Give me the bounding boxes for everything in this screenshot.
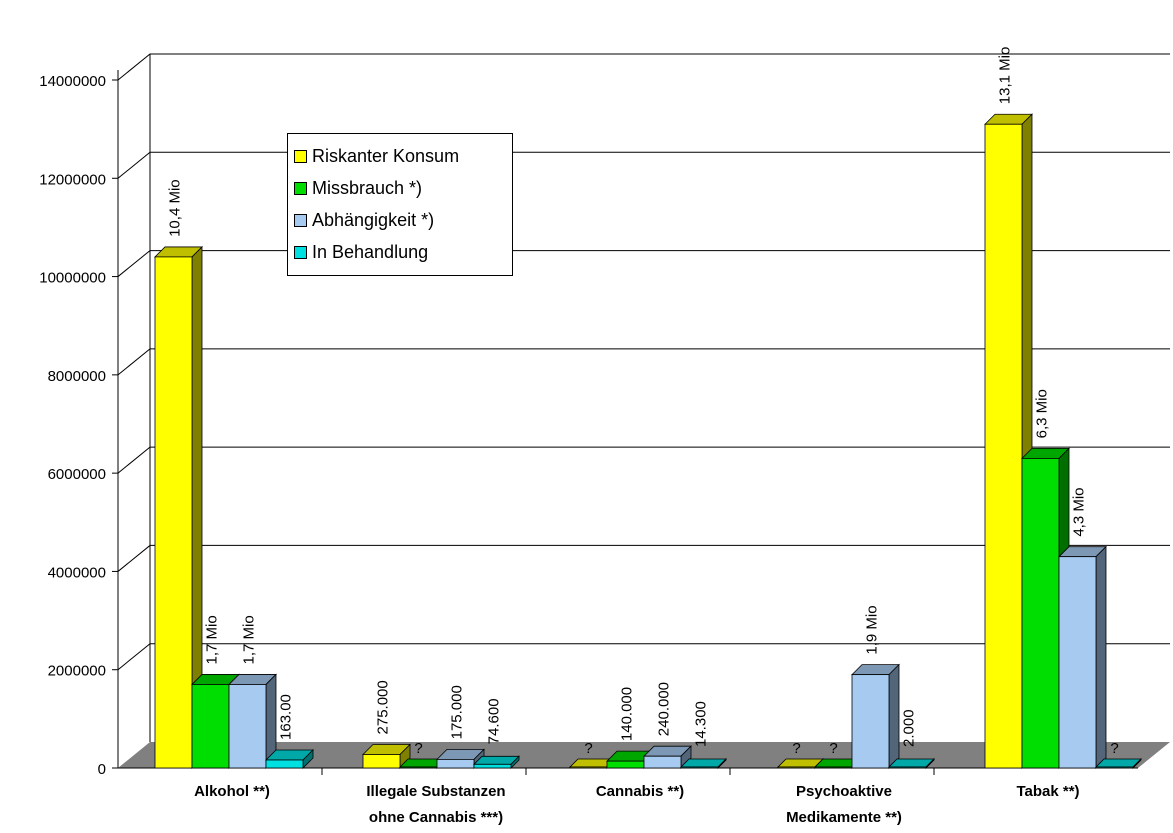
data-label: 6,3 Mio [1034, 389, 1051, 438]
data-label: 14.300 [693, 701, 710, 747]
legend-swatch [294, 245, 307, 259]
data-label: ? [414, 740, 422, 757]
data-label: 13,1 Mio [997, 47, 1014, 105]
bar [228, 684, 267, 769]
legend-swatch [294, 149, 307, 163]
x-category-label: Alkohol **) [194, 783, 270, 800]
data-label: 140.000 [619, 687, 636, 741]
x-category-label: Medikamente **) [786, 809, 902, 826]
bar-side [1095, 545, 1107, 769]
bar [814, 766, 853, 769]
y-tick-label: 14000000 [39, 73, 106, 90]
legend-item: Missbrauch *) [294, 172, 512, 204]
data-labels: 10,4 Mio 1,7 Mio 1,7 Mio 163.00 275.000? 175.… [167, 47, 1119, 757]
bar-side [888, 663, 900, 769]
bar [984, 123, 1023, 769]
legend-item: Riskanter Konsum [294, 140, 512, 172]
y-tick-label: 2000000 [48, 663, 106, 680]
data-label: 240.000 [656, 682, 673, 736]
bars [154, 113, 1142, 769]
bar [473, 763, 512, 769]
y-tick-label: 6000000 [48, 466, 106, 483]
y-tick-label: 8000000 [48, 368, 106, 385]
bar [643, 755, 682, 769]
legend-label: Missbrauch *) [312, 177, 423, 198]
data-label: ? [1110, 740, 1118, 757]
legend-label: Abhängigkeit *) [312, 209, 435, 230]
bar [851, 674, 890, 769]
y-tick-label: 10000000 [39, 270, 106, 287]
x-category-label: ohne Cannabis ***) [369, 809, 503, 826]
legend-swatch [294, 213, 307, 227]
data-label: 163.00 [278, 694, 295, 740]
data-label: 74.600 [486, 698, 503, 744]
data-label: 2.000 [901, 709, 918, 747]
x-category-label: Tabak **) [1016, 783, 1079, 800]
legend-item: In Behandlung [294, 236, 512, 268]
bar [191, 684, 230, 769]
x-category-label: Psychoaktive [796, 783, 892, 800]
legend-label: In Behandlung [312, 241, 429, 262]
bar [888, 766, 927, 769]
bar [436, 759, 475, 769]
x-axis-categories: Alkohol **) Illegale Substanzen ohne Canna… [194, 783, 1079, 826]
bar [569, 766, 608, 769]
data-label: 275.000 [375, 680, 392, 734]
x-category-label: Illegale Substanzen [366, 783, 505, 800]
bar [1058, 556, 1097, 769]
bar [265, 759, 304, 769]
y-axis-ticks: 0 2000000 4000000 6000000 8000000 10000000 120… [39, 73, 106, 778]
data-label: 10,4 Mio [167, 179, 184, 237]
legend-swatch [294, 181, 307, 195]
legend: Riskanter Konsum Missbrauch *) Abhängigkei… [287, 133, 513, 276]
data-label: ? [584, 740, 592, 757]
bar [154, 256, 193, 769]
bar [606, 760, 645, 769]
x-category-label: Cannabis **) [596, 783, 684, 800]
legend-label: Riskanter Konsum [312, 145, 460, 166]
bar [680, 766, 719, 769]
bar [362, 754, 401, 769]
data-label: 1,9 Mio [864, 605, 881, 654]
bar [399, 766, 438, 769]
y-tick-label: 12000000 [39, 171, 106, 188]
data-label: 1,7 Mio [204, 615, 221, 664]
data-label: ? [792, 740, 800, 757]
y-tick-label: 0 [98, 761, 106, 778]
y-tick-label: 4000000 [48, 564, 106, 581]
data-label: 4,3 Mio [1071, 487, 1088, 536]
data-label: 175.000 [449, 685, 466, 739]
bar [777, 766, 816, 769]
bar [1095, 766, 1134, 769]
bar [1021, 457, 1060, 769]
legend-item: Abhängigkeit *) [294, 204, 512, 236]
data-label: ? [829, 740, 837, 757]
data-label: 1,7 Mio [241, 615, 258, 664]
